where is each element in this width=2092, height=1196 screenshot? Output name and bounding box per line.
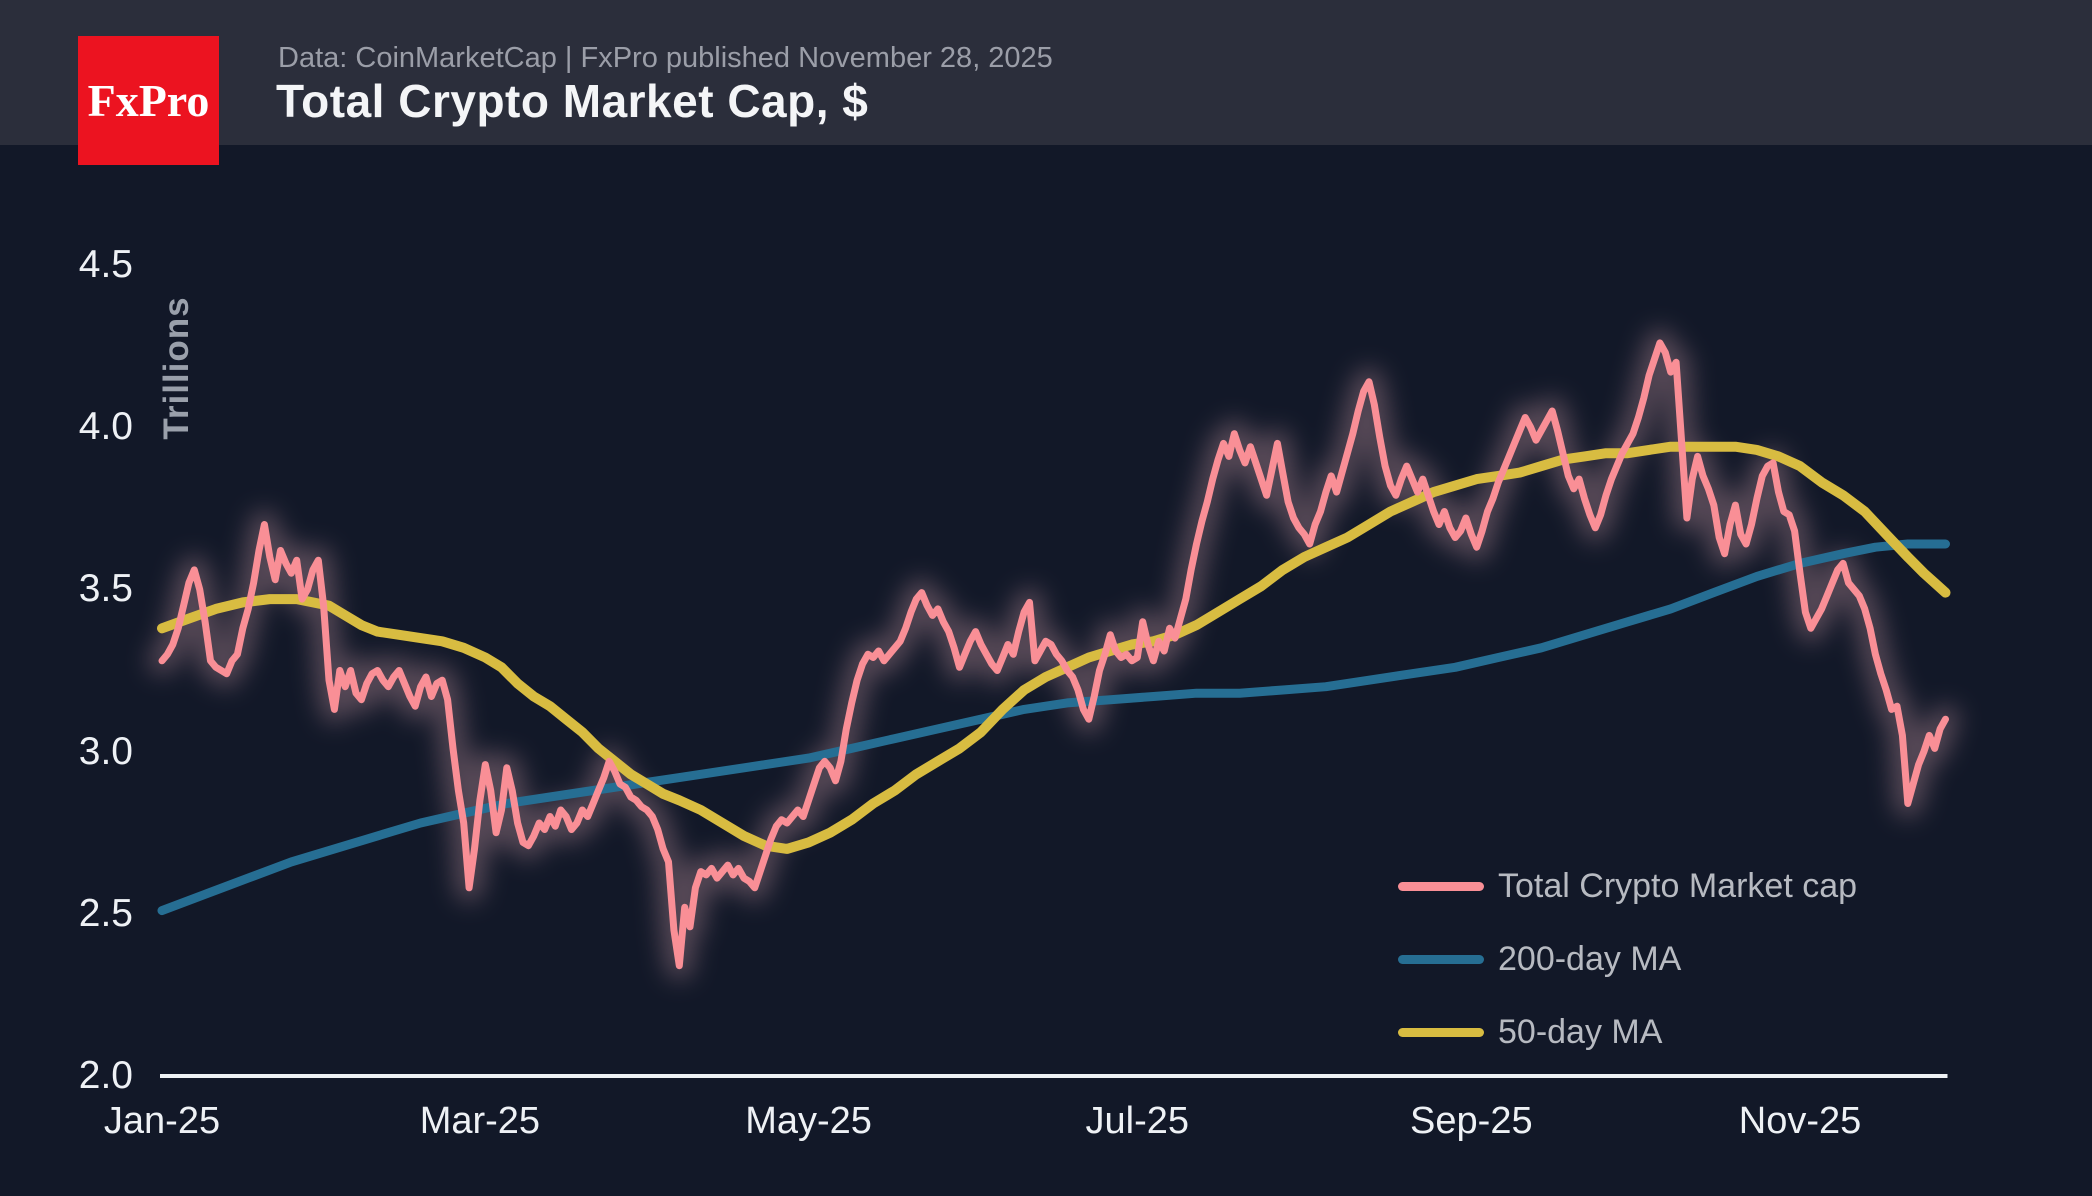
x-tick-jan-25: Jan-25 [103,1100,221,1142]
header: FxPro Data: CoinMarketCap | FxPro publis… [0,0,2092,165]
x-tick-mar-25: Mar-25 [419,1100,541,1142]
legend-item-200day-ma: 200-day MA [1398,923,1857,996]
y-axis-title: Trillions [157,296,196,440]
series-line-total-crypto-market-cap [158,339,1949,970]
x-tick-may-25: May-25 [745,1100,872,1142]
y-tick-4.5: 4.5 [78,243,133,286]
x-tick-jul-25: Jul-25 [1085,1100,1190,1142]
y-tick-2.0: 2.0 [78,1054,133,1097]
fxpro-logo-text: FxPro [87,75,210,126]
data-source-line: Data: CoinMarketCap | FxPro published No… [278,42,1053,74]
y-tick-2.5: 2.5 [78,891,133,935]
x-tick-nov-25: Nov-25 [1738,1100,1862,1142]
y-tick-4.0: 4.0 [78,405,133,449]
legend-label-market-cap: Total Crypto Market cap [1498,867,1858,905]
ma50-line-swatch [1398,1028,1484,1037]
legend-item-50day-ma: 50-day MA [1398,996,1857,1069]
ma200-line-swatch [1398,955,1484,964]
market-cap-line-swatch [1398,882,1484,891]
y-tick-3.0: 3.0 [78,729,133,773]
legend-label-200day-ma: 200-day MA [1498,940,1682,978]
series-line-50-day-ma [157,441,1951,854]
legend-label-50day-ma: 50-day MA [1498,1013,1663,1051]
page-title: Total Crypto Market Cap, $ [276,75,869,127]
legend: Total Crypto Market cap 200-day MA 50-da… [1398,850,1857,1069]
x-tick-sep-25: Sep-25 [1410,1100,1533,1142]
fxpro-logo: FxPro [78,36,219,165]
legend-item-market-cap: Total Crypto Market cap [1398,850,1857,923]
y-tick-3.5: 3.5 [78,567,133,611]
